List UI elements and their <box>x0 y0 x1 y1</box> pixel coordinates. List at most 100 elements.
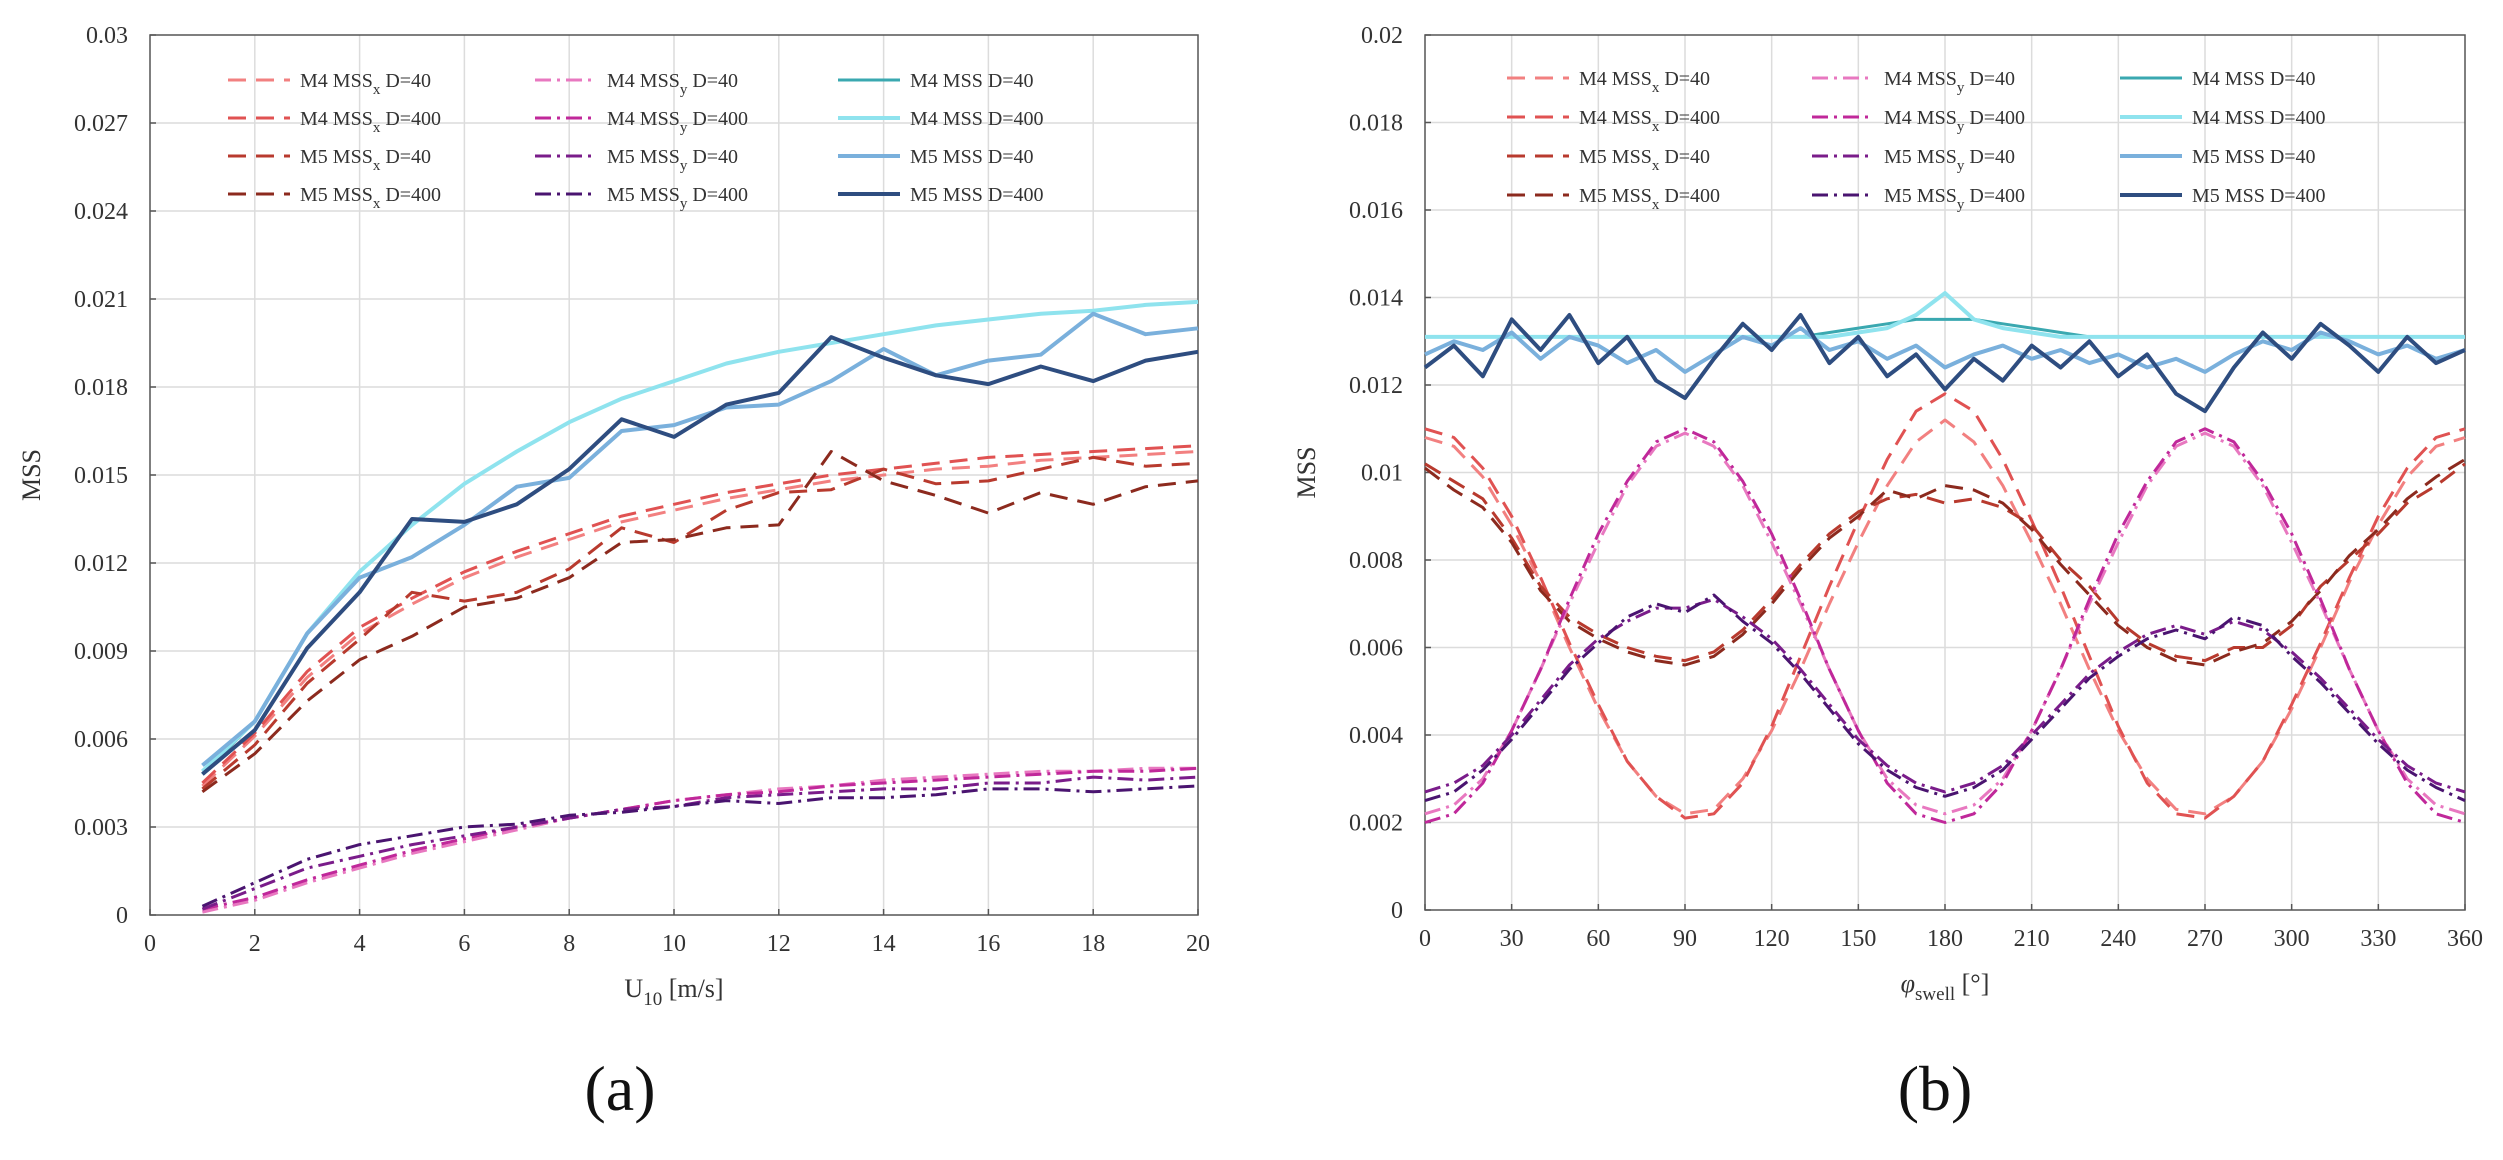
x-tick-label: 0 <box>1419 926 1431 952</box>
legend-label: M4 MSSy D=40 <box>607 70 738 98</box>
legend-label: M4 MSSy D=40 <box>1884 68 2015 96</box>
x-tick-label: 300 <box>2274 926 2310 952</box>
y-tick-label: 0.018 <box>74 375 128 401</box>
legend-label: M5 MSSx D=400 <box>300 184 441 212</box>
legend-label: M5 MSS D=400 <box>910 184 1044 206</box>
series-line-8 <box>1424 593 2466 803</box>
y-tick-label: 0.018 <box>1349 111 1403 137</box>
x-tick-label: 330 <box>2360 926 2396 952</box>
y-axis-label: MSS <box>17 449 46 501</box>
panel-label: (a) <box>584 1053 655 1124</box>
series-line-7 <box>1424 597 2466 794</box>
series-line-12 <box>201 335 1199 776</box>
x-tick-label: 8 <box>563 931 575 957</box>
series-line-11 <box>1424 326 2466 374</box>
legend-label: M4 MSSx D=400 <box>1579 107 1720 135</box>
x-tick-label: 270 <box>2187 926 2223 952</box>
series-line-4 <box>1424 458 2466 667</box>
x-tick-label: 20 <box>1186 931 1210 957</box>
y-tick-label: 0.004 <box>1349 723 1403 749</box>
y-tick-label: 0.01 <box>1361 461 1403 487</box>
series-line-1 <box>201 450 1199 787</box>
y-tick-label: 0.009 <box>74 639 128 665</box>
x-tick-label: 360 <box>2447 926 2483 952</box>
series-line-2 <box>201 444 1199 785</box>
y-tick-label: 0.03 <box>86 23 128 49</box>
series-line-8 <box>201 784 1199 908</box>
legend-label: M5 MSSy D=400 <box>607 184 748 212</box>
x-tick-label: 150 <box>1840 926 1876 952</box>
series-line-4 <box>201 450 1199 794</box>
legend-label: M5 MSSy D=400 <box>1884 185 2025 213</box>
chart-b: 0 30 60 90 120 150 180 210 240 270 300 330 360 0 0.002… <box>1292 23 2483 1124</box>
series-line-1 <box>1424 418 2466 816</box>
legend-label: M5 MSS D=40 <box>910 146 1034 168</box>
series-line-6 <box>202 766 1199 911</box>
legend-label: M5 MSS D=400 <box>2192 185 2326 207</box>
x-tick-label: 12 <box>767 931 791 957</box>
x-tick-label: 14 <box>872 931 896 957</box>
x-tick-label: 10 <box>662 931 686 957</box>
legend-label: M5 MSSx D=400 <box>1579 185 1720 213</box>
y-tick-label: 0 <box>116 903 128 929</box>
y-tick-label: 0.002 <box>1349 811 1403 837</box>
x-tick-label: 6 <box>458 931 470 957</box>
series-line-2 <box>1424 392 2466 820</box>
chart-a: 0 2 4 6 8 10 12 14 16 18 20 0 0.003 0.006 0.009 0.012 0.… <box>17 23 1210 1124</box>
y-tick-label: 0.012 <box>1349 373 1403 399</box>
x-tick-label: 2 <box>249 931 261 957</box>
legend-label: M4 MSSx D=40 <box>1579 68 1710 96</box>
x-tick-label: 16 <box>976 931 1000 957</box>
legend-label: M4 MSS D=400 <box>2192 107 2326 129</box>
x-tick-label: 4 <box>354 931 366 957</box>
y-tick-label: 0.014 <box>1349 286 1403 312</box>
x-tick-label: 18 <box>1081 931 1105 957</box>
x-tick-label: 30 <box>1500 926 1524 952</box>
y-tick-label: 0.015 <box>74 463 128 489</box>
series-line-3 <box>201 455 1199 791</box>
legend-label: M5 MSSx D=40 <box>300 146 431 174</box>
series-line-6 <box>1424 427 2466 824</box>
legend-label: M5 MSSx D=40 <box>1579 146 1710 174</box>
legend-label: M4 MSSy D=400 <box>1884 107 2025 135</box>
series-line-7 <box>201 775 1199 911</box>
x-axis-label: U10 [m/s] <box>624 974 723 1010</box>
series-line-11 <box>201 311 1199 767</box>
y-axis-label: MSS <box>1292 446 1321 498</box>
x-tick-label: 60 <box>1586 926 1610 952</box>
series-line-10 <box>201 299 1199 773</box>
y-tick-label: 0.02 <box>1361 23 1403 49</box>
legend-label: M4 MSS D=400 <box>910 108 1044 130</box>
y-tick-label: 0.016 <box>1349 198 1403 224</box>
x-tick-label: 240 <box>2100 926 2136 952</box>
x-tick-label: 0 <box>144 931 156 957</box>
y-tick-label: 0.008 <box>1349 548 1403 574</box>
legend-label: M4 MSS D=40 <box>2192 68 2316 90</box>
x-tick-label: 90 <box>1673 926 1697 952</box>
x-tick-label: 180 <box>1927 926 1963 952</box>
panel-label: (b) <box>1898 1053 1973 1124</box>
series-line-5 <box>202 766 1198 914</box>
legend-label: M4 MSSx D=40 <box>300 70 431 98</box>
series-line-10 <box>1425 291 2465 339</box>
series-line-12 <box>1423 313 2466 414</box>
y-tick-label: 0.006 <box>74 727 128 753</box>
legend-label: M4 MSSy D=400 <box>607 108 748 136</box>
y-tick-label: 0.021 <box>74 287 128 313</box>
y-tick-label: 0.003 <box>74 815 128 841</box>
legend-label: M5 MSSy D=40 <box>607 146 738 174</box>
x-axis-label: φswell [°] <box>1901 969 1990 1005</box>
series-line-3 <box>1424 462 2466 663</box>
y-tick-label: 0.024 <box>74 199 128 225</box>
legend-label: M5 MSS D=40 <box>2192 146 2316 168</box>
y-tick-label: 0.027 <box>74 111 128 137</box>
y-tick-label: 0.012 <box>74 551 128 577</box>
legend-label: M4 MSSx D=400 <box>300 108 441 136</box>
y-tick-label: 0.006 <box>1349 636 1403 662</box>
series-line-5 <box>1424 431 2466 816</box>
x-tick-label: 210 <box>2014 926 2050 952</box>
legend-label: M5 MSSy D=40 <box>1884 146 2015 174</box>
y-tick-label: 0 <box>1391 898 1403 924</box>
legend-label: M4 MSS D=40 <box>910 70 1034 92</box>
